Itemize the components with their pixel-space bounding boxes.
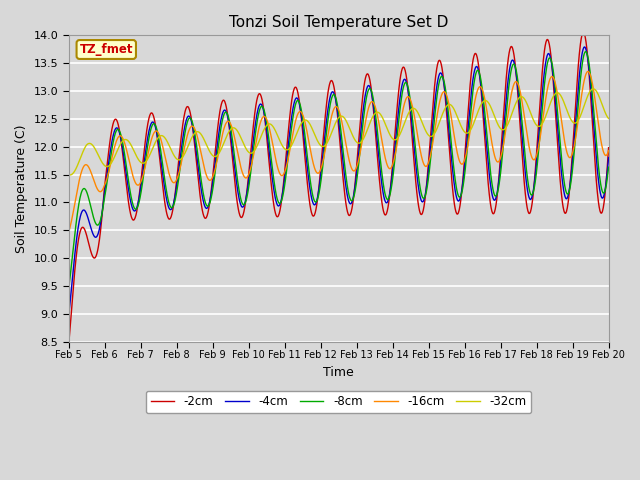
Line: -2cm: -2cm: [68, 33, 609, 345]
-2cm: [185, 105, 193, 111]
-8cm: [185, 116, 193, 121]
Legend: -2cm, -4cm, -8cm, -16cm, -32cm: -2cm, -4cm, -8cm, -16cm, -32cm: [146, 391, 531, 413]
-4cm: [245, 174, 253, 180]
-32cm: [541, 116, 548, 121]
Text: TZ_fmet: TZ_fmet: [79, 43, 133, 56]
-8cm: [245, 181, 253, 187]
-4cm: [185, 113, 193, 119]
-16cm: [172, 179, 179, 184]
-32cm: [246, 150, 253, 156]
-32cm: [589, 86, 597, 92]
Line: -16cm: -16cm: [68, 72, 609, 232]
-8cm: [422, 189, 430, 195]
Y-axis label: Soil Temperature (C): Soil Temperature (C): [15, 124, 28, 253]
-8cm: [65, 285, 72, 291]
Line: -32cm: -32cm: [68, 89, 609, 175]
-2cm: [422, 185, 430, 191]
-2cm: [65, 342, 72, 348]
-16cm: [584, 69, 592, 74]
-16cm: [493, 158, 500, 164]
-4cm: [422, 186, 430, 192]
-4cm: [605, 155, 612, 160]
-16cm: [245, 170, 253, 176]
-16cm: [185, 128, 193, 134]
-2cm: [245, 167, 253, 172]
-2cm: [580, 30, 588, 36]
-2cm: [605, 145, 612, 151]
-4cm: [541, 69, 548, 74]
X-axis label: Time: Time: [323, 366, 354, 379]
-8cm: [582, 49, 589, 55]
-2cm: [172, 187, 179, 192]
Line: -8cm: -8cm: [68, 52, 609, 288]
-16cm: [541, 105, 548, 110]
-2cm: [541, 48, 548, 54]
-2cm: [493, 196, 500, 202]
-16cm: [65, 229, 72, 235]
-8cm: [172, 195, 179, 201]
-4cm: [580, 44, 588, 50]
-8cm: [541, 82, 548, 88]
-32cm: [186, 141, 193, 146]
-32cm: [493, 120, 501, 126]
-32cm: [423, 130, 431, 135]
-4cm: [65, 313, 72, 319]
-4cm: [493, 192, 500, 198]
-4cm: [172, 190, 179, 195]
-32cm: [65, 172, 72, 178]
-16cm: [605, 148, 612, 154]
-32cm: [605, 116, 612, 121]
-8cm: [493, 192, 500, 198]
Line: -4cm: -4cm: [68, 47, 609, 316]
-16cm: [422, 164, 430, 169]
-32cm: [172, 156, 180, 161]
-32cm: [67, 172, 74, 178]
-8cm: [605, 164, 612, 170]
Title: Tonzi Soil Temperature Set D: Tonzi Soil Temperature Set D: [229, 15, 449, 30]
